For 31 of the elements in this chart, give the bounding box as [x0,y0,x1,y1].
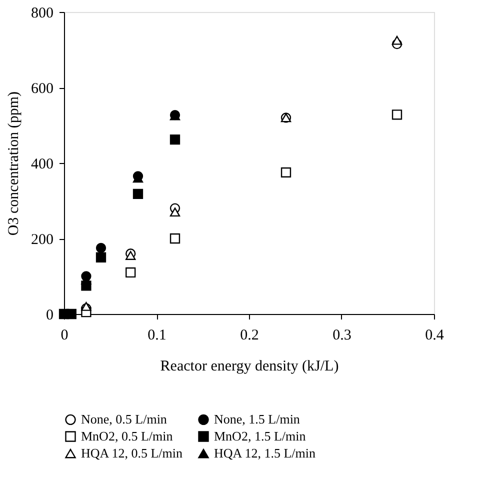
y-tick-label: 0 [46,308,54,324]
y-tick-label: 800 [31,6,54,22]
point [96,252,106,262]
x-tick-label: 0.4 [425,328,444,344]
y-axis-title: O3 concentration (ppm) [6,91,22,236]
point [66,308,76,320]
point [170,134,180,145]
y-tick-label: 600 [31,81,54,97]
x-tick-label: 0.2 [240,328,259,344]
x-tick-label: 0.1 [148,328,166,344]
point [280,167,292,178]
legend-label: HQA 12, 1.5 L/min [214,446,316,460]
y-tick-label: 200 [31,232,54,248]
y-tick-label: 400 [31,156,54,172]
legend-label: None, 0.5 L/min [81,412,168,427]
point [96,242,106,253]
point [126,267,136,278]
point [170,233,180,244]
point [81,302,92,311]
legend-label: MnO2, 1.5 L/min [214,428,306,444]
point [392,36,402,45]
x-tick-label: 0.3 [332,328,352,344]
point [132,188,144,200]
legend-label: MnO2, 0.5 L/min [81,428,174,444]
x-tick-label: 0 [60,328,68,344]
legend-label: HQA 12, 0.5 L/min [81,446,183,460]
point [392,110,402,120]
point [126,251,136,260]
x-axis-title: Reactor energy density (kJ/L) [160,358,339,374]
point [170,208,180,217]
legend-label: None, 1.5 L/min [214,412,300,427]
